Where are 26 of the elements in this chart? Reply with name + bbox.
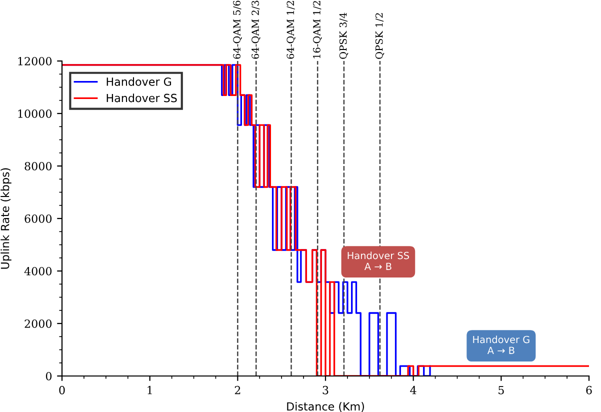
ref-line-label: 16-QAM 1/2 <box>313 1 322 58</box>
x-tick-label: 3 <box>322 386 328 394</box>
y-tick-label: 10000 <box>18 109 52 118</box>
x-tick-label: 0 <box>59 386 65 394</box>
ref-line-label: 64-QAM 5/6 <box>233 0 242 59</box>
x-tick-label: 4 <box>410 386 416 394</box>
ref-line-label: QPSK 1/2 <box>375 13 384 59</box>
legend-label: Handover SS <box>106 94 177 102</box>
y-axis-title: Uplink Rate (kbps) <box>0 168 12 269</box>
y-tick-label: 0 <box>46 372 52 380</box>
y-tick-label: 2000 <box>24 319 52 328</box>
y-tick-label: 6000 <box>24 214 52 223</box>
x-axis-title: Distance (Km) <box>287 402 364 412</box>
ref-line-label: QPSK 3/4 <box>339 12 348 59</box>
y-tick-label: 12000 <box>18 56 52 66</box>
legend-label: Handover G <box>106 77 172 86</box>
annotation: Handover G A → B <box>473 336 530 354</box>
x-tick-label: 1 <box>148 386 152 394</box>
x-tick-label: 2 <box>234 386 240 394</box>
x-tick-label: 6 <box>586 386 592 394</box>
y-tick-label: 4000 <box>24 266 52 276</box>
ref-line-label: 64-QAM 1/2 <box>286 1 296 59</box>
ref-line-label: 64-QAM 2/3 <box>252 0 260 59</box>
annotation: Handover SS A → B <box>348 252 410 270</box>
x-tick-label: 5 <box>498 386 504 394</box>
y-tick-label: 8000 <box>24 162 52 170</box>
